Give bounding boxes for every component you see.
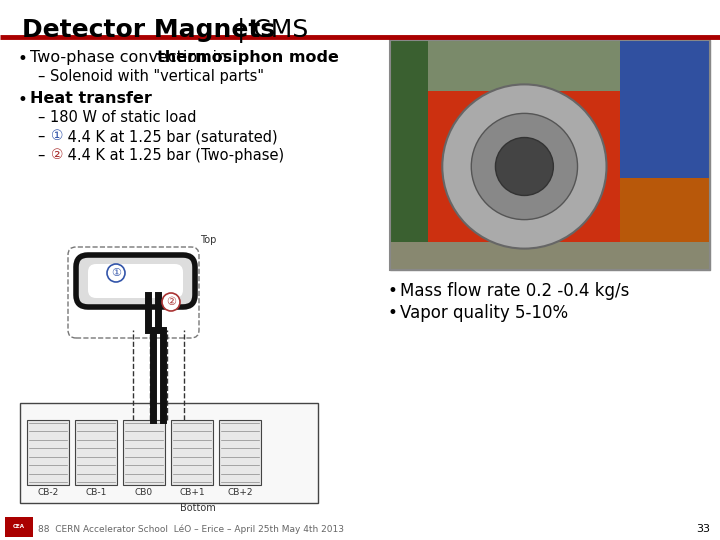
Bar [5, 517, 33, 537]
Circle shape [107, 264, 125, 282]
Bar [171, 420, 213, 485]
Text: ②: ② [166, 297, 176, 307]
Text: 88  CERN Accelerator School  LéO – Erice – April 25th May 4th 2013: 88 CERN Accelerator School LéO – Erice –… [38, 524, 344, 534]
Text: Mass flow rate 0.2 -0.4 kg/s: Mass flow rate 0.2 -0.4 kg/s [400, 282, 629, 300]
Bar [390, 40, 710, 270]
Bar [390, 242, 710, 270]
Text: 33: 33 [696, 524, 710, 534]
Text: Two-phase convection in: Two-phase convection in [30, 50, 233, 65]
Bar [390, 40, 710, 270]
Text: thermosiphon mode: thermosiphon mode [157, 50, 339, 65]
Text: 4.4 K at 1.25 bar (saturated): 4.4 K at 1.25 bar (saturated) [63, 129, 278, 144]
Text: •: • [18, 91, 28, 109]
FancyBboxPatch shape [76, 255, 195, 307]
Bar [219, 420, 261, 485]
Text: 4.4 K at 1.25 bar (Two-phase): 4.4 K at 1.25 bar (Two-phase) [63, 148, 284, 163]
Circle shape [472, 113, 577, 220]
Text: Detector Magnets: Detector Magnets [22, 18, 275, 42]
Text: – 180 W of static load: – 180 W of static load [38, 110, 197, 125]
Text: Vapor quality 5-10%: Vapor quality 5-10% [400, 304, 568, 322]
Bar [123, 420, 165, 485]
Text: •: • [18, 50, 28, 68]
Text: CB+2: CB+2 [228, 488, 253, 497]
Text: ①: ① [111, 268, 121, 278]
Text: CB0: CB0 [135, 488, 153, 497]
Circle shape [442, 84, 606, 248]
Text: ①: ① [51, 129, 63, 143]
Text: CB-2: CB-2 [37, 488, 58, 497]
Bar [621, 40, 710, 178]
Text: •: • [388, 282, 398, 300]
Text: | CMS: | CMS [229, 18, 308, 43]
Text: –: – [38, 129, 50, 144]
Circle shape [495, 138, 554, 195]
Text: Bottom: Bottom [180, 503, 216, 513]
Text: Heat transfer: Heat transfer [30, 91, 152, 106]
Text: Top: Top [199, 235, 216, 245]
FancyBboxPatch shape [88, 264, 183, 298]
Bar [27, 420, 69, 485]
Text: – Solenoid with "vertical parts": – Solenoid with "vertical parts" [38, 69, 264, 84]
Text: CB+1: CB+1 [179, 488, 204, 497]
Circle shape [162, 293, 180, 311]
Bar [428, 91, 621, 252]
Bar [75, 420, 117, 485]
Bar [390, 40, 428, 270]
Bar [20, 403, 318, 503]
Text: –: – [38, 148, 50, 163]
Bar [390, 40, 710, 120]
Text: CB-1: CB-1 [85, 488, 107, 497]
Text: •: • [388, 304, 398, 322]
Text: CEA: CEA [13, 524, 25, 530]
Text: ②: ② [51, 148, 63, 162]
